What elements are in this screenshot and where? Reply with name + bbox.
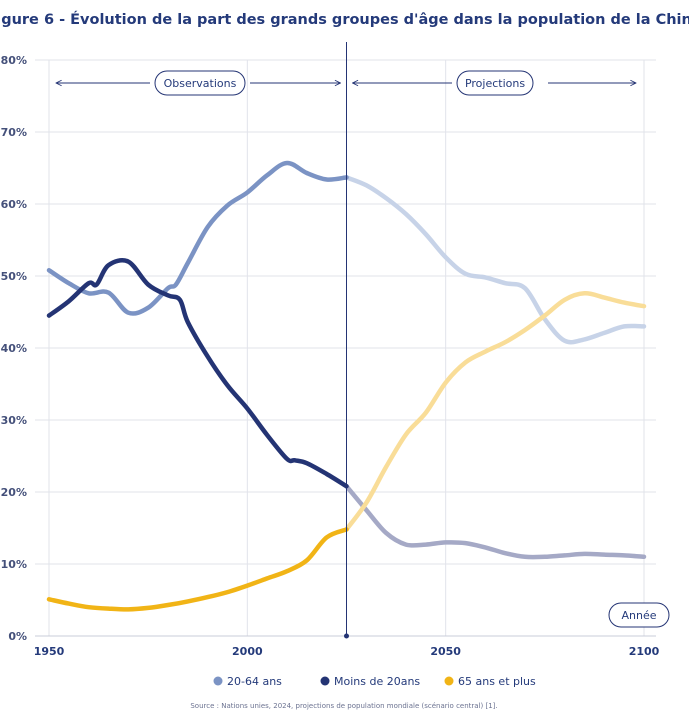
x-tick-label: 1950 [34, 645, 65, 658]
x-axis-label-group: Année [608, 602, 670, 628]
projection-line-65-ans-et-plus [344, 291, 647, 532]
y-tick-label: 20% [1, 486, 27, 499]
x-axis-label-pill [608, 602, 670, 628]
legend-label: 20-64 ans [227, 675, 282, 688]
legend: 20-64 ans Moins de 20ans 65 ans et plus [213, 675, 536, 688]
observations-pill [154, 70, 246, 96]
x-axis-label: Année [621, 609, 656, 622]
projections-label: Projections [465, 77, 525, 90]
observations-annotation: Observations [56, 70, 341, 96]
grid [35, 59, 656, 637]
x-tick-label: 2000 [232, 645, 263, 658]
chart-title: Figure 6 - Évolution de la part des gran… [0, 11, 689, 28]
annotations: Observations Projections Année [56, 70, 670, 628]
series-lines [46, 42, 647, 639]
projections-pill [456, 70, 534, 96]
x-tick-label: 2100 [629, 645, 660, 658]
y-tick-label: 70% [1, 126, 27, 139]
y-axis-ticks: 0% 10% 20% 30% 40% 50% 60% 70% 80% [1, 54, 27, 643]
y-tick-label: 80% [1, 54, 27, 67]
observations-label: Observations [164, 77, 237, 90]
source-note: Source : Nations unies, 2024, projection… [190, 702, 497, 710]
y-tick-label: 50% [1, 270, 27, 283]
divider-dot [344, 633, 349, 639]
y-tick-label: 0% [8, 630, 27, 643]
legend-marker [320, 676, 330, 686]
y-tick-label: 60% [1, 198, 27, 211]
legend-label: 65 ans et plus [458, 675, 536, 688]
observation-lines [46, 160, 349, 612]
projection-line-moins-de-20ans [344, 483, 647, 560]
observation-line-moins-de-20ans [46, 258, 349, 489]
x-axis-ticks: 1950 2000 2050 2100 [34, 645, 660, 658]
observation-line-65-ans-et-plus [46, 527, 349, 612]
legend-label: Moins de 20ans [334, 675, 420, 688]
observation-line-20-64-ans [46, 160, 349, 316]
y-tick-label: 40% [1, 342, 27, 355]
legend-marker [213, 676, 223, 686]
y-tick-label: 10% [1, 558, 27, 571]
legend-marker [444, 676, 454, 686]
y-tick-label: 30% [1, 414, 27, 427]
projections-annotation: Projections [353, 70, 637, 96]
x-tick-label: 2050 [430, 645, 461, 658]
projection-lines [344, 175, 647, 560]
projection-line-20-64-ans [344, 175, 647, 345]
